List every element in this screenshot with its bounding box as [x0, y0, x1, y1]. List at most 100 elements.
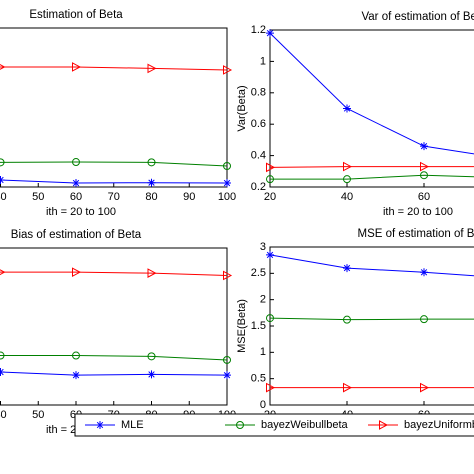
marker — [343, 175, 351, 184]
marker — [420, 315, 428, 324]
marker — [147, 370, 156, 379]
marker — [343, 104, 351, 113]
marker — [343, 315, 351, 324]
x-tick-label: 40 — [341, 191, 353, 203]
axes-box — [0, 247, 228, 406]
y-tick-label: 2.5 — [251, 267, 266, 279]
marker — [343, 264, 351, 273]
x-tick-label: 20 — [264, 191, 276, 203]
x-tick-label: 60 — [418, 191, 430, 203]
marker — [147, 352, 156, 361]
marker — [0, 368, 5, 377]
y-tick-label: 0.6 — [251, 118, 266, 130]
marker — [147, 63, 157, 74]
marker — [266, 250, 274, 259]
axes-box — [0, 27, 228, 188]
legend-marker — [236, 421, 244, 429]
marker — [223, 162, 231, 171]
subplot-title: Estimation of Beta — [29, 9, 123, 21]
x-tick-label: 100 — [218, 191, 236, 203]
legend-marker — [96, 421, 104, 429]
marker — [266, 314, 274, 323]
y-axis-label: MSE(Beta) — [236, 299, 248, 353]
subplot-title: Bias of estimation of Beta — [11, 229, 142, 241]
series-line — [0, 355, 228, 361]
marker — [420, 142, 428, 151]
y-tick-label: 0.4 — [251, 150, 266, 162]
legend-symbol — [236, 421, 244, 429]
legend-symbol — [96, 421, 104, 429]
marker — [72, 371, 80, 380]
marker — [223, 355, 231, 364]
marker — [420, 161, 430, 172]
y-tick-label: 0.2 — [251, 181, 266, 193]
marker — [223, 270, 233, 281]
x-tick-label: 50 — [32, 409, 44, 421]
y-tick-label: 1 — [260, 346, 266, 358]
legend: MLE bayezWeibullbeta bayezUniformbeta — [74, 413, 474, 437]
marker — [266, 175, 274, 184]
y-tick-label: 0 — [260, 399, 266, 411]
marker — [420, 268, 428, 277]
y-tick-label: 0.5 — [251, 373, 266, 385]
series-line — [270, 174, 474, 180]
x-tick-label: 90 — [183, 191, 195, 203]
marker — [72, 62, 82, 72]
axes-box — [269, 246, 474, 406]
x-tick-label: 60 — [70, 191, 82, 203]
marker — [266, 382, 276, 393]
marker — [0, 269, 6, 276]
marker — [0, 176, 5, 185]
marker — [266, 29, 274, 38]
x-axis-label: ith = 20 to 100 — [383, 206, 453, 218]
y-axis-label: Var(Beta) — [236, 85, 248, 131]
marker — [147, 178, 156, 187]
subplot: Var of estimation of Beta ith = 20 to 100… — [236, 11, 474, 218]
legend-symbol — [379, 420, 389, 430]
x-tick-label: 80 — [145, 191, 157, 203]
series-line — [0, 161, 228, 167]
marker — [147, 158, 156, 167]
marker — [147, 268, 157, 278]
marker — [343, 161, 353, 172]
y-tick-label: 0.8 — [251, 87, 266, 99]
marker — [420, 382, 430, 393]
subplot: Estimation of Beta ith = 20 to 100 40 50 60 7… — [0, 9, 236, 218]
marker — [223, 65, 233, 75]
legend-label: bayezUniformbeta — [404, 419, 474, 431]
subplot-title: MSE of estimation of Beta — [358, 228, 474, 240]
marker — [420, 171, 428, 180]
series-line — [269, 317, 474, 321]
y-tick-label: 2 — [260, 294, 266, 306]
y-tick-label: 1 — [260, 55, 266, 67]
marker — [223, 371, 231, 380]
x-tick-label: 40 — [0, 409, 7, 421]
marker — [223, 179, 231, 188]
y-tick-label: 3 — [260, 241, 266, 253]
x-tick-label: 40 — [0, 191, 7, 203]
legend-box — [74, 413, 474, 437]
marker — [72, 179, 80, 188]
y-tick-label: 1.5 — [251, 320, 266, 332]
marker — [266, 162, 276, 173]
y-tick-label: 1.2 — [251, 24, 266, 36]
series-line — [0, 271, 228, 276]
marker — [72, 351, 80, 360]
x-tick-label: 70 — [108, 191, 120, 203]
x-tick-label: 50 — [32, 191, 44, 203]
series-line — [269, 166, 474, 168]
legend-label: MLE — [121, 419, 144, 431]
marker — [72, 158, 80, 167]
marker — [0, 351, 5, 360]
legend-label: bayezWeibullbeta — [261, 419, 349, 431]
axes-box — [269, 29, 474, 188]
x-axis-label: ith = 20 to 100 — [46, 206, 116, 218]
subplot-title: Var of estimation of Beta — [361, 11, 474, 23]
marker — [343, 382, 353, 393]
legend-marker — [379, 420, 389, 430]
marker — [0, 158, 5, 167]
marker — [0, 63, 6, 70]
